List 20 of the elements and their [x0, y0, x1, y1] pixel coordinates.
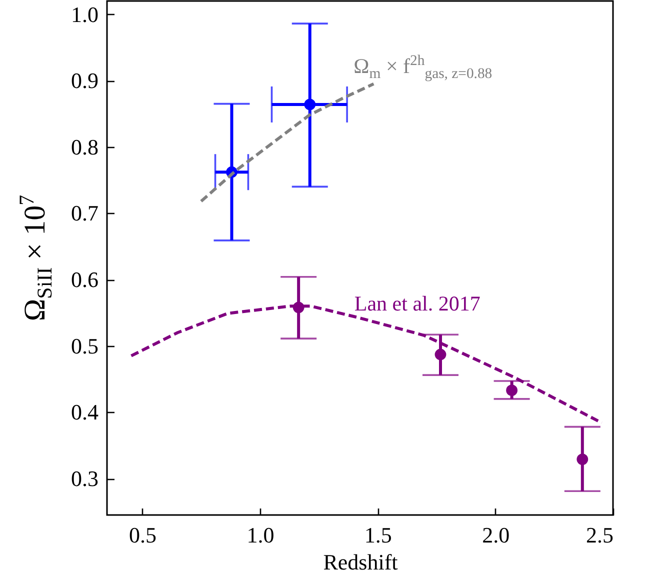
y-tick-label: 0.5 [71, 333, 98, 358]
y-tick-label: 0.6 [71, 267, 98, 292]
y-tick-label: 0.7 [71, 200, 98, 226]
x-tick-label: 1.0 [246, 522, 274, 548]
point [506, 384, 518, 396]
y-tick-label: 0.4 [71, 400, 98, 425]
x-tick-label: 0.5 [129, 522, 157, 548]
y-tick-label: 0.9 [71, 68, 98, 94]
x-tick-label: 1.5 [364, 522, 392, 548]
line-series [200, 82, 376, 203]
y-tick-label: 0.3 [71, 466, 98, 492]
point [576, 454, 588, 465]
point [304, 98, 316, 110]
point [434, 348, 446, 360]
y-tick-label: 0.8 [71, 134, 98, 160]
x-tick-label: 2.0 [482, 522, 510, 548]
x-axis-title: Redshift [323, 550, 398, 574]
y-tick-label: 1.0 [71, 2, 98, 27]
series-label: Lan et al. 2017 [354, 292, 480, 316]
x-tick-label: 2.5 [586, 522, 614, 548]
